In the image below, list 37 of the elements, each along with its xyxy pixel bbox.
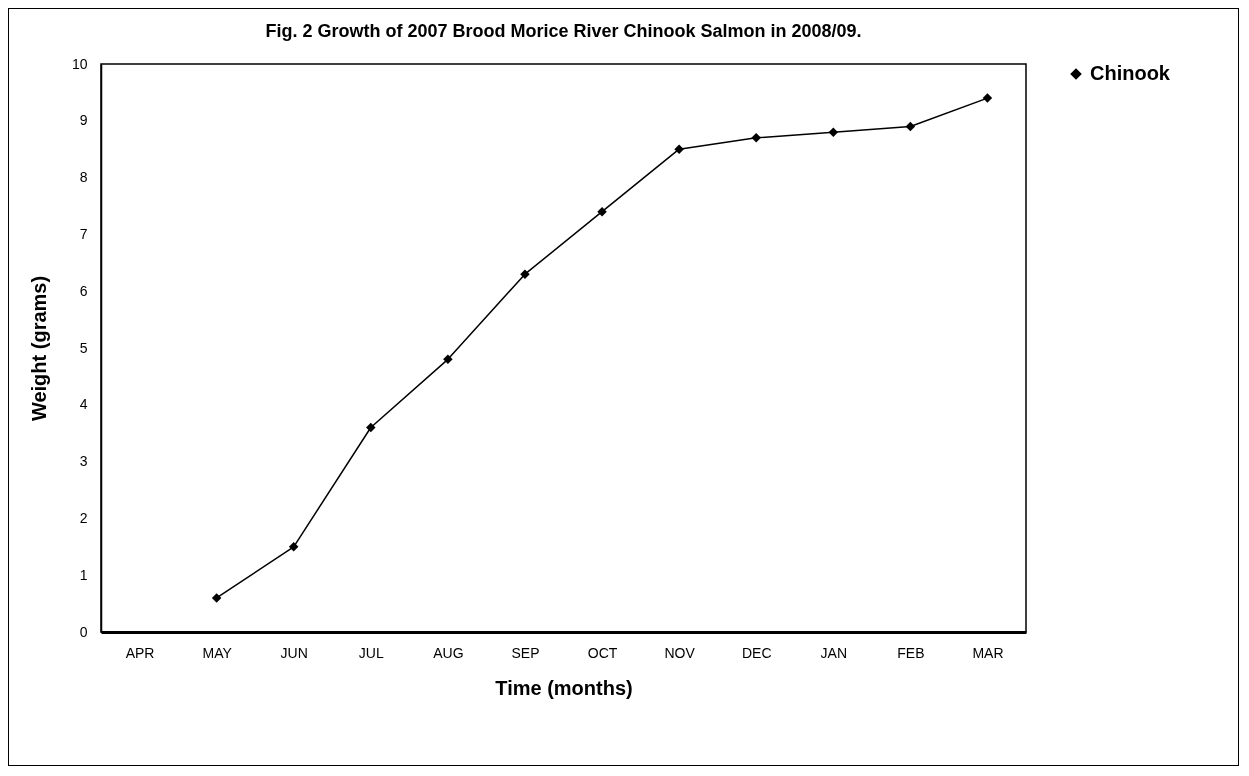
x-tick-label: SEP bbox=[511, 644, 540, 661]
point bbox=[905, 121, 916, 132]
point bbox=[751, 133, 761, 143]
y-tick-label: 9 bbox=[79, 112, 88, 129]
chart-title: Fig. 2 Growth of 2007 Brood Morice River Chinook Salmon in 2008/09. bbox=[265, 21, 862, 41]
x-tick-label: OCT bbox=[587, 644, 618, 661]
point bbox=[982, 93, 993, 103]
point bbox=[597, 206, 607, 217]
y-tick-label: 0 bbox=[79, 623, 88, 640]
point bbox=[366, 422, 376, 433]
x-tick-label: APR bbox=[125, 644, 155, 661]
point bbox=[211, 593, 222, 603]
y-tick-label: 3 bbox=[79, 453, 88, 470]
x-tick-label: NOV bbox=[664, 644, 696, 661]
point bbox=[288, 542, 299, 552]
x-tick-label: MAR bbox=[972, 644, 1004, 661]
x-tick-label: FEB bbox=[897, 644, 925, 661]
y-tick-label: 2 bbox=[79, 509, 88, 526]
x-tick-label: JAN bbox=[820, 644, 848, 661]
point bbox=[443, 354, 453, 365]
x-tick-label: MAY bbox=[202, 644, 233, 661]
y-tick-label: 7 bbox=[79, 225, 88, 242]
x-tick-label: JUN bbox=[280, 644, 308, 661]
x-tick-label: DEC bbox=[741, 644, 772, 661]
legend-label: Chinook bbox=[1090, 62, 1171, 84]
point bbox=[828, 127, 839, 137]
x-tick-label: JUL bbox=[358, 644, 384, 661]
x-axis-title: Time (months) bbox=[495, 676, 633, 699]
x-tick-label: AUG bbox=[433, 644, 464, 661]
y-tick-label: 6 bbox=[79, 282, 88, 299]
y-tick-label: 5 bbox=[79, 339, 88, 356]
y-tick-label: 4 bbox=[79, 396, 88, 413]
y-tick-label: 8 bbox=[79, 169, 88, 186]
y-tick-label: 1 bbox=[79, 566, 88, 583]
point bbox=[674, 144, 684, 154]
y-axis-title: Weight (grams) bbox=[27, 275, 50, 422]
y-tick-label: 10 bbox=[71, 55, 88, 72]
